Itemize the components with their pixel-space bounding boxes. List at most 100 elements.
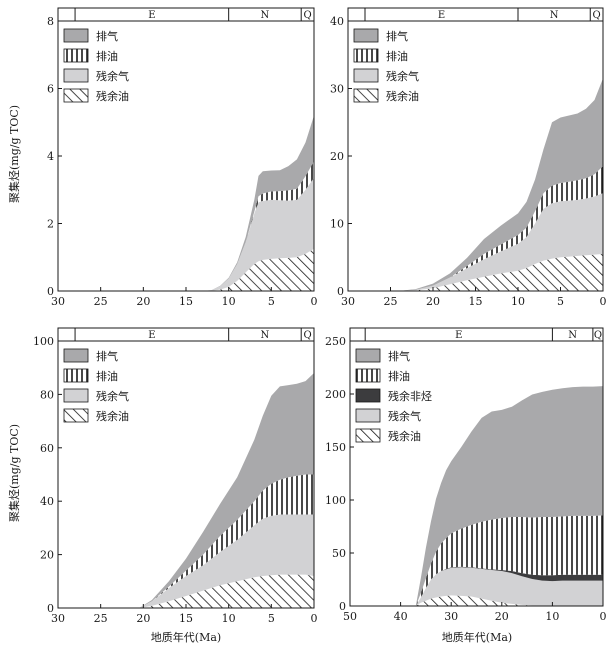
legend-label: 残余气	[386, 69, 419, 83]
epoch-label: Q	[594, 330, 602, 341]
legend-label: 排气	[386, 29, 408, 43]
y-tick-label: 100	[325, 494, 346, 507]
area-排气	[399, 78, 603, 292]
legend-label: 排气	[96, 349, 118, 363]
x-tick-label: 10	[511, 295, 525, 308]
y-tick-label: 10	[330, 218, 344, 231]
x-tick-label: 25	[94, 295, 108, 308]
legend-swatch	[355, 408, 381, 423]
y-tick-label: 100	[33, 335, 54, 348]
y-tick-label: 0	[47, 285, 54, 298]
y-tick-label: 150	[325, 441, 346, 454]
x-tick-label: 30	[51, 612, 65, 625]
y-tick-label: 60	[40, 442, 54, 455]
legend-label: 残余油	[386, 89, 419, 103]
y-tick-label: 0	[339, 600, 346, 613]
legend-swatch	[353, 88, 379, 103]
legend-swatch	[63, 368, 89, 383]
epoch-label: E	[438, 10, 445, 21]
x-tick-label: 25	[384, 295, 398, 308]
legend-swatch	[355, 388, 381, 403]
legend-swatch	[355, 368, 381, 383]
y-tick-label: 250	[325, 335, 346, 348]
legend-label: 排油	[96, 369, 118, 383]
y-tick-label: 40	[40, 495, 54, 508]
area-残余气	[415, 567, 603, 606]
area-残余气	[399, 193, 603, 291]
area-残余油	[203, 248, 314, 291]
epoch-label: E	[455, 330, 462, 341]
legend-swatch	[353, 28, 379, 43]
legend-label: 排油	[386, 49, 408, 63]
x-tick-label: 30	[341, 295, 355, 308]
y-tick-label: 8	[47, 15, 54, 28]
legend-label: 残余非烃	[388, 389, 432, 403]
x-axis-label-left: 地质年代(Ma)	[151, 630, 221, 644]
legend-swatch	[63, 388, 89, 403]
legend-swatch	[63, 348, 89, 363]
legend-swatch	[63, 68, 89, 83]
x-tick-label: 25	[94, 612, 108, 625]
area-残余油	[415, 595, 603, 606]
legend-label: 排油	[96, 49, 118, 63]
epoch-label: Q	[303, 330, 311, 341]
x-tick-label: 30	[51, 295, 65, 308]
y-tick-label: 4	[47, 150, 54, 163]
legend-swatch	[353, 68, 379, 83]
legend-label: 残余气	[96, 389, 129, 403]
epoch-label: E	[148, 330, 155, 341]
legend-swatch	[63, 28, 89, 43]
area-排油	[139, 474, 314, 608]
epoch-label: N	[550, 10, 559, 21]
area-残余油	[139, 574, 314, 608]
legend-swatch	[355, 428, 381, 443]
area-残余气	[139, 514, 314, 608]
legend-swatch	[63, 88, 89, 103]
area-排油	[399, 166, 603, 291]
area-排油	[203, 161, 314, 291]
y-tick-label: 50	[332, 547, 346, 560]
legend-label: 残余油	[96, 409, 129, 423]
y-tick-label: 0	[47, 602, 54, 615]
area-残余气	[203, 177, 314, 291]
epoch-label: E	[148, 10, 155, 21]
y-tick-label: 80	[40, 388, 54, 401]
y-tick-label: 0	[337, 285, 344, 298]
area-残余油	[399, 253, 603, 291]
legend-swatch	[63, 408, 89, 423]
y-tick-label: 2	[47, 218, 54, 231]
x-tick-label: 5	[268, 295, 275, 308]
plot-frame	[349, 327, 604, 607]
x-tick-label: 15	[179, 295, 193, 308]
y-tick-label: 30	[330, 83, 344, 96]
epoch-label: Q	[303, 10, 311, 21]
area-残余非烃	[415, 566, 603, 606]
legend-label: 排气	[96, 29, 118, 43]
x-tick-label: 0	[600, 295, 607, 308]
x-tick-label: 15	[469, 295, 483, 308]
x-tick-label: 15	[179, 612, 193, 625]
epoch-label: N	[261, 10, 270, 21]
x-tick-label: 20	[136, 612, 150, 625]
x-tick-label: 20	[426, 295, 440, 308]
area-排气	[415, 386, 603, 606]
epoch-label: Q	[593, 10, 601, 21]
y-tick-label: 20	[330, 150, 344, 163]
legend-swatch	[63, 48, 89, 63]
x-tick-label: 0	[311, 295, 318, 308]
area-排气	[139, 373, 314, 608]
legend-swatch	[355, 348, 381, 363]
y-tick-label: 20	[40, 549, 54, 562]
x-tick-label: 0	[600, 610, 607, 623]
chart-panel-4: E N Q50 40 30 20 10 0050100150200250排气排油残余非烃残余气…	[325, 327, 607, 623]
legend-label: 残余油	[96, 89, 129, 103]
legend-label: 残余气	[96, 69, 129, 83]
epoch-label: N	[261, 330, 270, 341]
y-axis-label-bottom: 聚集烃(mg/g TOC)	[7, 424, 21, 522]
legend-label: 残余气	[388, 409, 421, 423]
x-tick-label: 40	[394, 610, 408, 623]
